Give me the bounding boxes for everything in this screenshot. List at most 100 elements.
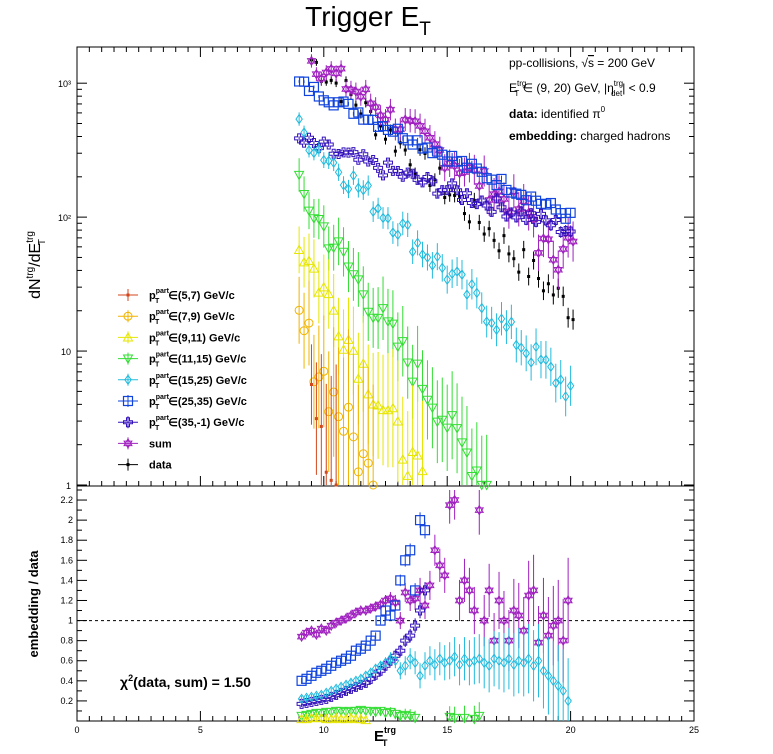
point-s1525 [389, 227, 397, 238]
ratio-point-s1115 [409, 713, 421, 724]
point-s2535 [343, 98, 354, 109]
point-sum [425, 132, 435, 141]
point-s1115 [313, 214, 325, 225]
point-data [453, 193, 457, 197]
point-sum [563, 232, 573, 241]
point-s79 [343, 402, 353, 412]
point-sum [558, 246, 568, 255]
point-s1525 [482, 316, 491, 327]
point-s911 [392, 415, 404, 426]
point-sum [553, 266, 564, 276]
point-s79 [294, 305, 304, 315]
series-s79 [294, 276, 378, 490]
point-data [418, 148, 422, 152]
point-s35 [476, 195, 487, 206]
point-s1115 [343, 262, 354, 273]
point-s79 [324, 407, 334, 417]
ratio-point-sum [430, 547, 440, 556]
top-y-tick-label: 10² [58, 213, 71, 223]
point-data [403, 148, 407, 152]
ratio-point-sum [400, 589, 411, 598]
point-s911 [412, 449, 423, 460]
point-data [428, 184, 432, 188]
ratio-point-s1525 [361, 670, 370, 682]
bottom-x-tick-label: 0 [74, 725, 79, 735]
ratio-point-s1115 [449, 713, 460, 724]
point-s911 [333, 330, 344, 341]
point-sum [316, 73, 327, 82]
legend-label-s911: ppart T ∈(9,11) GeV/c [149, 330, 240, 347]
point-sum [356, 91, 366, 100]
ratio-point-sum [523, 592, 534, 601]
point-s35 [550, 214, 561, 225]
ratio-point-sum [444, 502, 455, 511]
point-s1115 [323, 244, 335, 255]
top-series-group [293, 54, 578, 491]
legend-marker-s35 [123, 417, 133, 428]
point-data [359, 112, 363, 116]
point-s1115 [461, 448, 473, 459]
ratio-point-s1525 [406, 653, 414, 665]
ratio-point-s1115 [306, 709, 317, 720]
point-sum [385, 106, 396, 116]
info-line-data: data: identified π0 [509, 105, 606, 121]
point-s35 [308, 138, 319, 149]
legend-label-s1115: ppart T ∈(11,15) GeV/c [149, 352, 246, 369]
point-s35 [397, 171, 408, 182]
ratio-point-sum [395, 615, 406, 624]
ratio-point-s1115 [473, 711, 485, 722]
point-data [477, 220, 481, 224]
chi2-label: χ2(data, sum) = 1.50 [120, 673, 251, 690]
point-s1525 [473, 287, 481, 299]
point-sum [370, 104, 381, 113]
ratio-point-s1525 [421, 660, 429, 672]
ratio-point-sum [548, 620, 559, 629]
point-s79 [358, 449, 368, 459]
point-s1115 [362, 307, 374, 318]
ratio-point-sum [543, 632, 554, 642]
point-data [512, 257, 516, 261]
point-s35 [491, 193, 502, 204]
point-sum [326, 66, 336, 75]
legend-entry-s57: ppart T ∈(5,7) GeV/c [118, 288, 235, 305]
point-s35 [294, 133, 305, 144]
ratio-point-sum [425, 579, 435, 589]
ratio-series-s911 [296, 712, 372, 725]
ratio-point-sum [538, 612, 549, 622]
point-s79 [309, 377, 319, 387]
bottom-y-tick-label: 0.8 [60, 636, 73, 646]
point-s57 [309, 383, 313, 387]
point-s35 [452, 185, 463, 196]
point-s1525 [438, 262, 447, 274]
info-line-collisions: pp-collisions, √s = 200 GeV [509, 56, 655, 70]
info-box: pp-collisions, √s = 200 GeV Etrg T ∈ (9, 2… [509, 56, 670, 143]
point-s1525 [334, 166, 343, 178]
point-s35 [521, 214, 532, 225]
ratio-point-s1525 [500, 657, 508, 669]
point-data [413, 172, 417, 176]
ratio-point-s1525 [357, 673, 365, 685]
point-data [527, 274, 531, 278]
point-s911 [323, 288, 335, 299]
point-s1525 [497, 313, 506, 325]
point-data [487, 227, 491, 231]
ratio-point-s1115 [296, 711, 307, 722]
ratio-point-sum [331, 619, 341, 629]
ratio-point-s1525 [416, 670, 424, 682]
point-s1525 [418, 249, 427, 260]
point-s57 [319, 424, 323, 428]
point-s79 [329, 387, 339, 397]
point-s1525 [344, 183, 353, 195]
ratio-point-sum [474, 504, 485, 513]
point-data [546, 282, 550, 286]
point-s35 [373, 162, 384, 173]
point-s1525 [428, 259, 437, 271]
point-data [517, 270, 521, 274]
ratio-point-sum [509, 607, 519, 617]
ratio-point-sum [346, 612, 356, 622]
ratio-point-s2535 [395, 575, 406, 586]
ratio-point-s1525 [411, 657, 419, 669]
ratio-point-s1525 [515, 655, 523, 667]
series-s911 [293, 226, 428, 485]
